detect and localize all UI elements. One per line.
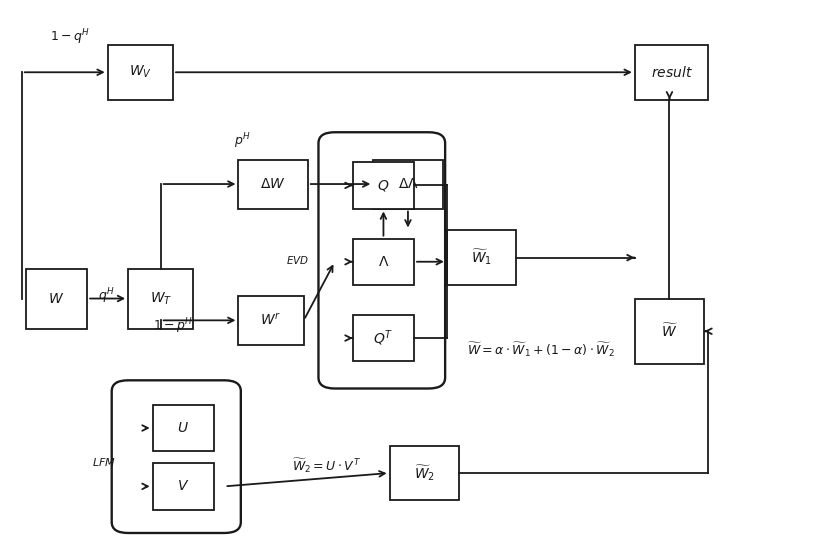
FancyBboxPatch shape <box>389 446 459 500</box>
FancyBboxPatch shape <box>152 405 214 451</box>
Text: $\Delta\Lambda$: $\Delta\Lambda$ <box>397 177 418 191</box>
Text: $Q^T$: $Q^T$ <box>373 328 393 348</box>
FancyBboxPatch shape <box>373 159 442 209</box>
Text: $q^H$: $q^H$ <box>97 286 115 306</box>
Text: $W$: $W$ <box>48 292 65 306</box>
Text: $\widetilde{W} = \alpha \cdot \widetilde{W}_1 + (1-\alpha) \cdot \widetilde{W}_2: $\widetilde{W} = \alpha \cdot \widetilde… <box>467 341 614 359</box>
FancyBboxPatch shape <box>634 299 704 364</box>
FancyBboxPatch shape <box>352 162 414 209</box>
Text: $W_V$: $W_V$ <box>129 64 152 81</box>
Text: $\widetilde{W}$: $\widetilde{W}$ <box>660 323 677 340</box>
Text: $U$: $U$ <box>177 421 189 435</box>
FancyBboxPatch shape <box>152 463 214 510</box>
FancyBboxPatch shape <box>634 45 708 100</box>
Text: $\Lambda$: $\Lambda$ <box>378 255 389 269</box>
Text: $W_T$: $W_T$ <box>149 290 172 307</box>
Text: $\widetilde{W}_2$: $\widetilde{W}_2$ <box>414 463 434 483</box>
FancyBboxPatch shape <box>26 269 87 328</box>
FancyBboxPatch shape <box>128 269 193 328</box>
Text: $LFM$: $LFM$ <box>92 456 115 468</box>
FancyBboxPatch shape <box>107 45 173 100</box>
FancyBboxPatch shape <box>446 230 516 285</box>
FancyBboxPatch shape <box>111 380 241 533</box>
FancyBboxPatch shape <box>352 238 414 285</box>
Text: $W^r$: $W^r$ <box>260 312 281 328</box>
Text: $EVD$: $EVD$ <box>286 254 309 266</box>
Text: $result$: $result$ <box>649 65 692 80</box>
Text: $Q$: $Q$ <box>377 178 389 193</box>
Text: $V$: $V$ <box>177 480 189 493</box>
Text: $\Delta W$: $\Delta W$ <box>260 177 286 191</box>
Text: $1-p^H$: $1-p^H$ <box>153 316 193 335</box>
FancyBboxPatch shape <box>318 132 445 389</box>
Text: $1-q^H$: $1-q^H$ <box>50 27 90 47</box>
FancyBboxPatch shape <box>238 159 307 209</box>
Text: $p^H$: $p^H$ <box>233 131 251 151</box>
Text: $\widetilde{W}_1$: $\widetilde{W}_1$ <box>470 248 491 267</box>
FancyBboxPatch shape <box>352 315 414 361</box>
FancyBboxPatch shape <box>238 296 303 345</box>
Text: $\widetilde{W}_2 = U \cdot V^T$: $\widetilde{W}_2 = U \cdot V^T$ <box>291 457 360 475</box>
